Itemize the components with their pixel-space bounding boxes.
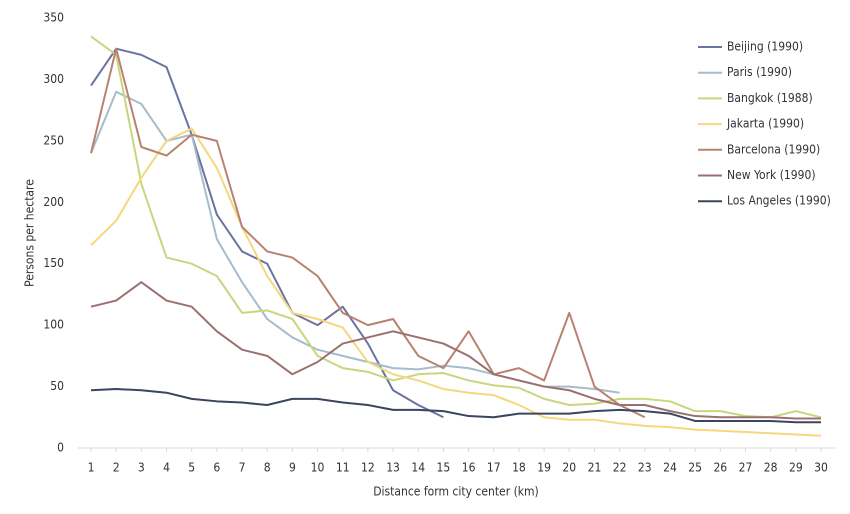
x-axis-title: Distance form city center (km): [373, 485, 539, 499]
x-tick-label: 6: [213, 461, 220, 475]
x-tick-label: 5: [188, 461, 195, 475]
x-tick-label: 14: [411, 461, 425, 475]
x-tick-label: 15: [437, 461, 451, 475]
x-tick-label: 29: [789, 461, 803, 475]
legend-label: Beijing (1990): [727, 40, 803, 54]
x-tick-label: 22: [613, 461, 627, 475]
x-tick-label: 26: [713, 461, 727, 475]
x-tick-label: 25: [688, 461, 702, 475]
legend-label: Jakarta (1990): [726, 117, 804, 131]
x-tick-label: 21: [588, 461, 602, 475]
legend-label: Paris (1990): [727, 65, 792, 79]
y-axis-title: Persons per hectare: [23, 179, 37, 287]
y-tick-label: 50: [50, 379, 64, 393]
x-tick-label: 28: [764, 461, 778, 475]
y-tick-label: 0: [57, 441, 64, 455]
series-line: [90, 35, 822, 419]
series-line: [90, 281, 821, 420]
x-tick-label: 1: [88, 461, 95, 475]
y-tick-label: 200: [43, 195, 64, 209]
series-line: [90, 388, 821, 424]
x-tick-label: 24: [663, 461, 677, 475]
x-tick-label: 2: [113, 461, 120, 475]
x-tick-label: 8: [264, 461, 271, 475]
x-tick-label: 9: [289, 461, 296, 475]
legend-label: New York (1990): [727, 168, 816, 182]
x-tick-label: 13: [386, 461, 400, 475]
x-tick-label: 7: [239, 461, 246, 475]
y-tick-label: 100: [43, 318, 64, 332]
legend-label: Bangkok (1988): [727, 91, 813, 105]
x-tick-label: 27: [739, 461, 753, 475]
series-line: [90, 127, 822, 437]
series-line: [90, 90, 620, 394]
y-tick-label: 250: [43, 133, 64, 147]
x-tick-label: 11: [336, 461, 350, 475]
x-tick-label: 19: [537, 461, 551, 475]
x-tick-label: 10: [311, 461, 325, 475]
x-tick-label: 4: [163, 461, 170, 475]
x-tick-label: 23: [638, 461, 652, 475]
legend-label: Barcelona (1990): [727, 142, 820, 156]
x-tick-label: 20: [562, 461, 576, 475]
x-tick-label: 12: [361, 461, 375, 475]
y-tick-label: 350: [43, 11, 64, 25]
x-tick-label: 30: [814, 461, 828, 475]
y-tick-label: 150: [43, 256, 64, 270]
x-tick-label: 18: [512, 461, 526, 475]
series-line: [90, 47, 444, 419]
y-tick-label: 300: [43, 72, 64, 86]
x-tick-label: 17: [487, 461, 501, 475]
series-line: [90, 47, 646, 419]
legend-label: Los Angeles (1990): [727, 194, 831, 208]
x-tick-label: 16: [462, 461, 476, 475]
x-tick-label: 3: [138, 461, 145, 475]
